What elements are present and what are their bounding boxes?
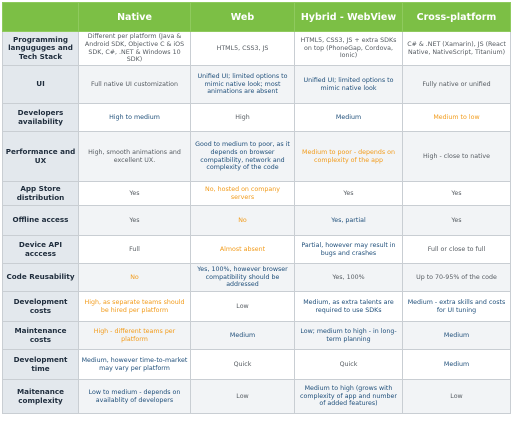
column-header-web: Web (190, 2, 295, 32)
cell-hybrid-webview: Yes (294, 181, 403, 206)
cell-web: High (190, 103, 295, 132)
row-label: Maintenance costs (2, 321, 79, 350)
cell-cross-platform: Yes (402, 181, 511, 206)
cell-web: Quick (190, 349, 295, 380)
row-label: UI (2, 65, 79, 104)
row-label: Performance and UX (2, 131, 79, 182)
cell-native: High to medium (78, 103, 191, 132)
cell-hybrid-webview: Medium to high (grows with complexity of… (294, 379, 403, 414)
cell-web: Unified UI; limited options to mimic nat… (190, 65, 295, 104)
row-label: Maitenance complexity (2, 379, 79, 414)
cell-hybrid-webview: HTML5, CSS3, JS + extra SDKs on top (Pho… (294, 31, 403, 66)
table-row: App Store distribution Yes No, hosted on c… (2, 181, 511, 206)
row-label: Programming languguges and Tech Stack (2, 31, 79, 66)
cell-native: Full (78, 235, 191, 264)
row-label: Offline access (2, 205, 79, 236)
table-row: Performance and UX High, smooth animation… (2, 131, 511, 182)
cell-hybrid-webview: Medium (294, 103, 403, 132)
cell-hybrid-webview: Medium to poor - depends on complexity o… (294, 131, 403, 182)
cell-cross-platform: Medium to low (402, 103, 511, 132)
cell-native: Low to medium - depends on availablity o… (78, 379, 191, 414)
cell-native: High, as separate teams should be hired … (78, 291, 191, 322)
cell-cross-platform: Up to 70-95% of the code (402, 263, 511, 292)
cell-cross-platform: Medium - extra skills and costs for UI t… (402, 291, 511, 322)
table-row: Maitenance complexity Low to medium - dep… (2, 379, 511, 414)
cell-hybrid-webview: Low; medium to high - in long-term plann… (294, 321, 403, 350)
cell-web: No, hosted on company servers (190, 181, 295, 206)
cell-cross-platform: High - close to native (402, 131, 511, 182)
cell-native: High - different teams per platform (78, 321, 191, 350)
cell-cross-platform: C# & .NET (Xamarin), JS (React Native, N… (402, 31, 511, 66)
row-label: Developers availability (2, 103, 79, 132)
row-label: Development costs (2, 291, 79, 322)
table-row: Development costs High, as separate teams… (2, 291, 511, 322)
cell-hybrid-webview: Medium, as extra talents are required to… (294, 291, 403, 322)
cell-hybrid-webview: Yes, partial (294, 205, 403, 236)
cell-cross-platform: Fully native or unified (402, 65, 511, 104)
cell-hybrid-webview: Yes, 100% (294, 263, 403, 292)
cell-hybrid-webview: Partial, however may result in bugs and … (294, 235, 403, 264)
cell-hybrid-webview: Unified UI; limited options to mimic nat… (294, 65, 403, 104)
table-row: Device API acccess Full Almost absent Parti… (2, 235, 511, 264)
cell-web: HTML5, CSS3, JS (190, 31, 295, 66)
cell-web: Medium (190, 321, 295, 350)
cell-cross-platform: Medium (402, 321, 511, 350)
cell-cross-platform: Yes (402, 205, 511, 236)
table-row: Code Reusability No Yes, 100%, however bro… (2, 263, 511, 292)
column-header-native: Native (78, 2, 191, 32)
cell-native: Yes (78, 181, 191, 206)
row-label: App Store distribution (2, 181, 79, 206)
cell-native: Different per platform (Java & Android S… (78, 31, 191, 66)
cell-web: Low (190, 379, 295, 414)
table-row: Developers availability High to medium Hig… (2, 103, 511, 132)
cell-native: No (78, 263, 191, 292)
cell-web: Good to medium to poor, as it depends on… (190, 131, 295, 182)
comparison-table: Native Web Hybrid - WebView Cross-platfo… (2, 2, 511, 414)
cell-cross-platform: Medium (402, 349, 511, 380)
table-row: UI Full native UI customization Unified UI… (2, 65, 511, 104)
table-row: Offline access Yes No Yes, partial Yes (2, 205, 511, 236)
cell-native: Yes (78, 205, 191, 236)
column-header-hybrid-webview: Hybrid - WebView (294, 2, 403, 32)
cell-cross-platform: Low (402, 379, 511, 414)
row-label: Development time (2, 349, 79, 380)
table-body: Programming languguges and Tech Stack Dif… (2, 31, 511, 414)
table-row: Programming languguges and Tech Stack Dif… (2, 31, 511, 66)
header-corner (2, 2, 79, 32)
row-label: Code Reusability (2, 263, 79, 292)
cell-web: Yes, 100%, however browser compatibility… (190, 263, 295, 292)
table-row: Development time Medium, however time-to-… (2, 349, 511, 380)
cell-web: Low (190, 291, 295, 322)
cell-web: No (190, 205, 295, 236)
cell-native: Medium, however time-to-market may vary … (78, 349, 191, 380)
column-header-cross-platform: Cross-platform (402, 2, 511, 32)
header-row: Native Web Hybrid - WebView Cross-platfo… (2, 2, 511, 32)
cell-native: Full native UI customization (78, 65, 191, 104)
cell-native: High, smooth animations and excellent UX… (78, 131, 191, 182)
cell-hybrid-webview: Quick (294, 349, 403, 380)
cell-web: Almost absent (190, 235, 295, 264)
cell-cross-platform: Full or close to full (402, 235, 511, 264)
table-row: Maintenance costs High - different teams … (2, 321, 511, 350)
row-label: Device API acccess (2, 235, 79, 264)
